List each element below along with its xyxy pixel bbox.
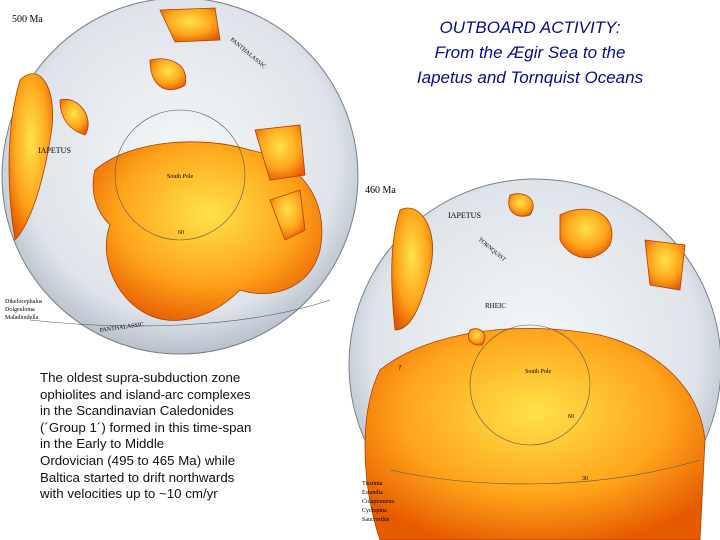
latitude-label: 60: [178, 230, 184, 236]
note-line: (´Group 1´) formed in this time-span: [40, 419, 252, 435]
title-line: From the Ægir Sea to the: [435, 43, 626, 62]
ocean-label: RHEIC: [485, 302, 506, 310]
legend-entry: Colaptomena: [362, 499, 394, 505]
pole-label: South Pole: [525, 369, 552, 375]
note-line: The oldest supra-subduction zone: [40, 370, 241, 385]
note-line: ophiolites and island-arc complexes: [40, 386, 251, 402]
latitude-label: 30: [582, 476, 588, 482]
query-label: ?: [398, 364, 401, 372]
legend-entry: Maladioidella: [5, 315, 39, 321]
note-line: Ordovician (495 to 465 Ma) while: [40, 452, 236, 468]
continents-500: [8, 7, 323, 321]
continents-460: [364, 193, 706, 540]
age-label: 460 Ma: [365, 185, 396, 196]
pole-label: South Pole: [167, 174, 194, 180]
age-label: 500 Ma: [12, 14, 43, 25]
legend-entry: Cyclopina: [362, 508, 387, 514]
legend-entry: Estandia: [362, 490, 383, 496]
latitude-label: 60: [568, 414, 574, 420]
title-line: Iapetus and Tornquist Oceans: [417, 68, 644, 87]
legend-entry: Saucrorthis: [362, 517, 390, 523]
legend-entry: Dolgeuloma: [5, 307, 35, 313]
graticule-460: [389, 324, 701, 485]
note-line: in the Scandinavian Caledonides: [40, 403, 234, 419]
title-line: OUTBOARD ACTIVITY:: [439, 18, 620, 37]
legend-entry: Tissintia: [362, 481, 383, 487]
note-box: The oldest supra-subduction zone ophioli…: [34, 366, 340, 530]
ocean-label: IAPETUS: [448, 211, 481, 220]
note-line: with velocities up to ~10 cm/yr: [40, 486, 218, 502]
note-line: in the Early to Middle: [40, 436, 165, 452]
graticule-500: [29, 109, 331, 327]
ocean-label: IAPETUS: [38, 146, 71, 155]
note-line: Baltica started to drift northwards: [40, 469, 235, 485]
legend-entry: Dikelocephalus: [5, 299, 43, 305]
